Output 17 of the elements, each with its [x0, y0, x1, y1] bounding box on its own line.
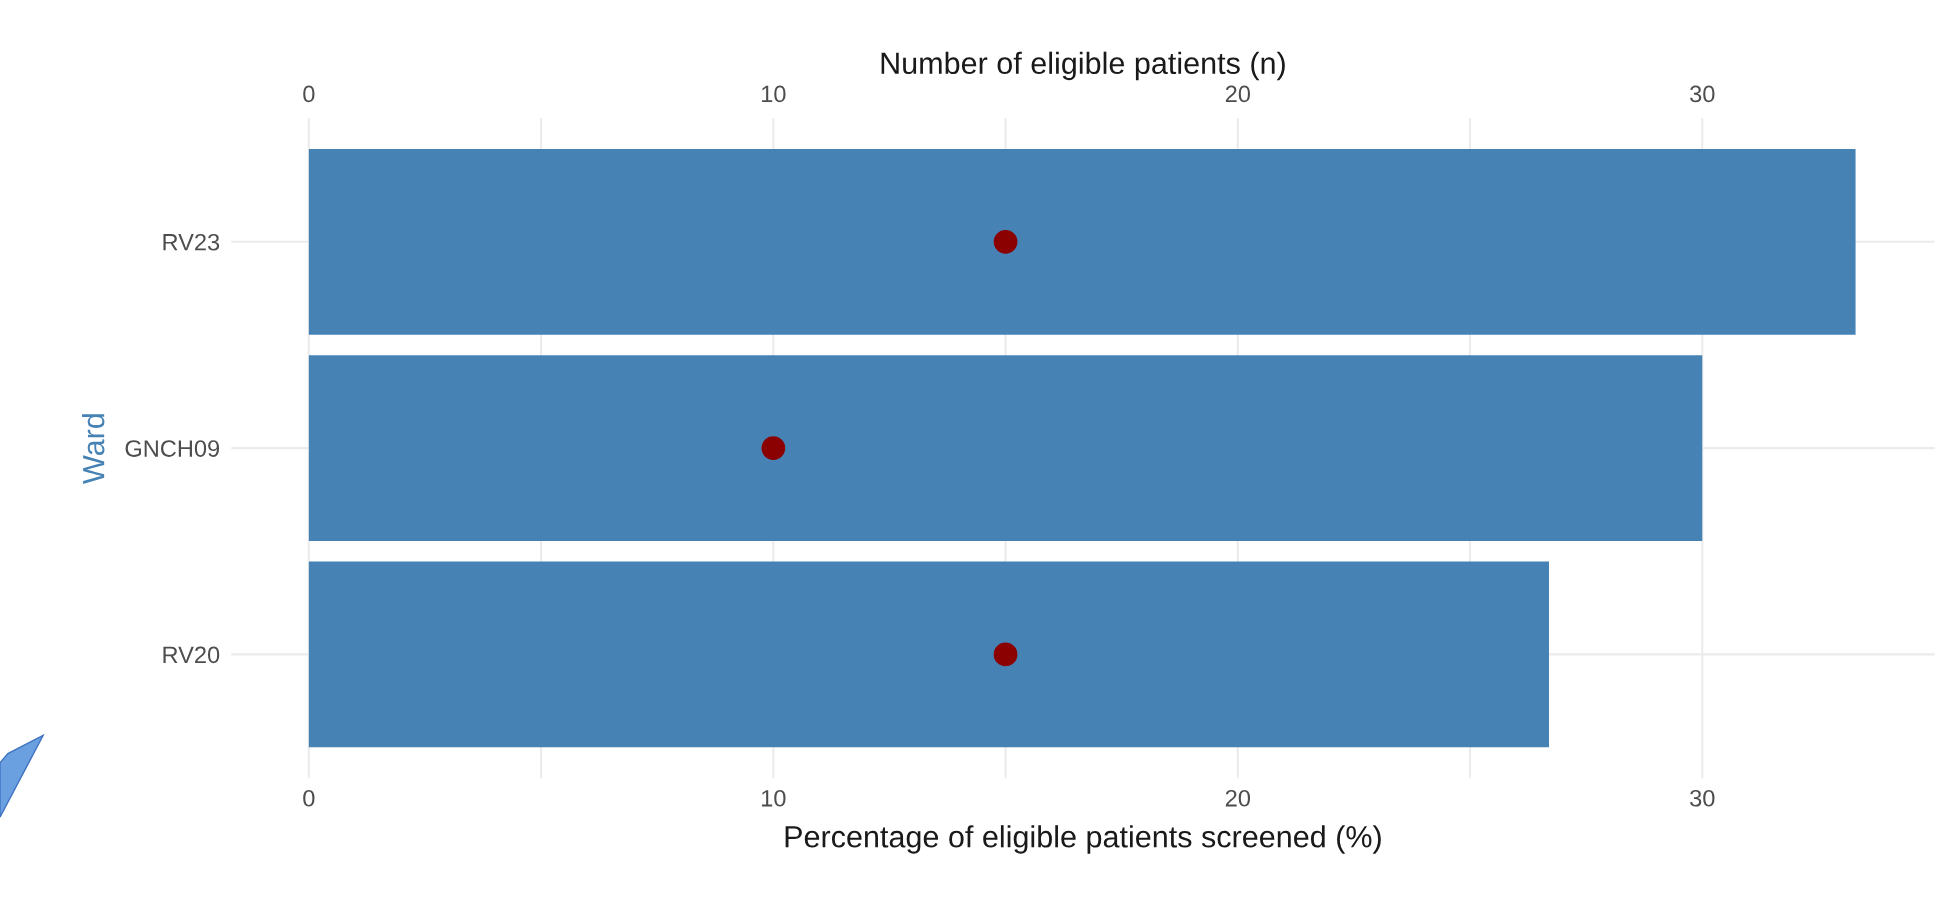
bar — [308, 355, 1703, 541]
bar — [308, 148, 1856, 335]
x2-tick-label: 10 — [762, 85, 786, 103]
y-tick-label: RV20 — [163, 646, 220, 664]
y-tick-label: GNCH09 — [125, 440, 220, 457]
x-tick-label: 20 — [1225, 789, 1251, 807]
x2-tick-label: 30 — [1690, 85, 1715, 103]
bar — [308, 561, 1549, 748]
x2-tick-label: 0 — [303, 85, 315, 103]
x2-tick-label: 20 — [1225, 85, 1251, 103]
x-tick-label: 10 — [762, 789, 786, 807]
y-tick-label: RV23 — [163, 233, 220, 251]
x2-axis-title: Number of eligible patients (n) — [881, 51, 1285, 81]
x-axis-title: Percentage of eligible patients screened (%) — [785, 825, 1381, 854]
x-tick-label: 0 — [303, 789, 315, 807]
y-axis-title: Ward — [82, 414, 105, 484]
x-tick-label: 30 — [1690, 789, 1715, 807]
